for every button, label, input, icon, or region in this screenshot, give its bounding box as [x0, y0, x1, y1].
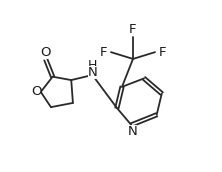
Text: F: F: [100, 46, 108, 59]
Text: F: F: [158, 46, 166, 59]
Text: F: F: [129, 23, 137, 36]
Text: H: H: [88, 59, 97, 72]
Text: O: O: [40, 46, 50, 59]
Text: O: O: [31, 85, 41, 98]
Text: N: N: [127, 125, 137, 138]
Text: N: N: [87, 66, 97, 79]
